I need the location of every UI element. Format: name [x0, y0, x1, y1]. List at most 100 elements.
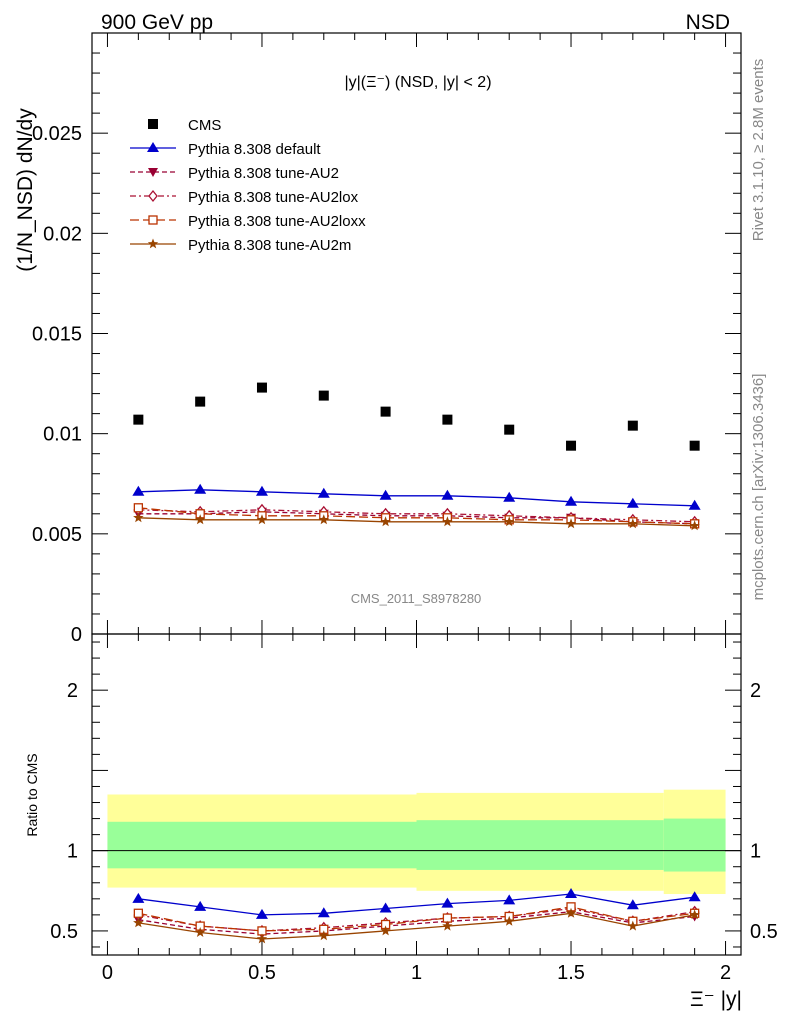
legend-label: Pythia 8.308 default: [188, 141, 321, 158]
data-point-default: [194, 483, 207, 494]
data-point-default: [255, 485, 268, 496]
legend-item-au2loxx: Pythia 8.308 tune-AU2loxx: [130, 213, 366, 230]
series-line-default: [138, 489, 695, 507]
ratio-point-au2m: [380, 925, 391, 936]
data-point-au2m: [380, 516, 391, 527]
data-point-default: [626, 497, 639, 508]
data-point-cms: [133, 414, 144, 425]
inner-band-segment: [663, 818, 726, 872]
legend-item-au2: Pythia 8.308 tune-AU2: [130, 165, 339, 182]
ratio-point-default: [255, 908, 268, 919]
main-y-axis-label: (1/N_NSD) dN/dy: [14, 108, 37, 272]
legend-marker: [148, 168, 158, 177]
header-left-label: 900 GeV pp: [101, 11, 213, 34]
ratio-point-default: [565, 888, 578, 899]
ratio-line-au2m: [138, 912, 695, 940]
data-point-default: [317, 487, 330, 498]
data-point-au2m: [504, 516, 515, 527]
data-point-cms: [442, 414, 453, 425]
data-point-au2loxx: [133, 503, 144, 513]
legend: CMS Pythia 8.308 default Pythia 8.308 tune…: [130, 117, 366, 254]
y-tick-label: 0.01: [43, 424, 82, 446]
data-point-default: [441, 489, 454, 500]
mcplots-label: mcplots.cern.ch [arXiv:1306.3436]: [750, 374, 767, 601]
series-cms: [133, 382, 700, 451]
inner-band-segment: [416, 820, 664, 870]
legend-label: Pythia 8.308 tune-AU2loxx: [188, 213, 366, 230]
ratio-ticks: 0 0.5 1 1.5 2 0.5 0.5 1 1 2 2: [50, 634, 778, 984]
data-point-au2m: [689, 520, 700, 531]
ratio-y-tick-label-right: 2: [750, 680, 761, 702]
data-point-cms: [195, 396, 206, 407]
ratio-point-au2m: [318, 930, 329, 941]
series-line-au2m: [138, 517, 695, 527]
legend-label: CMS: [188, 117, 221, 134]
analysis-watermark: CMS_2011_S8978280: [351, 591, 482, 606]
series-line-au2loxx: [138, 507, 695, 525]
data-point-cms: [566, 440, 577, 451]
y-tick-label: 0: [71, 624, 82, 646]
legend-marker: [147, 238, 159, 249]
ratio-y-tick-label-right: 1: [750, 841, 761, 863]
data-point-default: [688, 499, 701, 510]
x-tick-label: 0: [102, 962, 113, 984]
ratio-line-au2loxx: [138, 906, 695, 932]
ratio-point-default: [626, 899, 639, 910]
y-tick-label: 0.025: [32, 123, 82, 145]
legend-label: Pythia 8.308 tune-AU2lox: [188, 189, 359, 206]
legend-item-default: Pythia 8.308 default: [130, 141, 321, 158]
data-point-default: [132, 485, 145, 496]
ratio-y-tick-label: 0.5: [50, 921, 78, 943]
data-point-cms: [256, 382, 267, 393]
main-y-ticks: 0 0.005 0.01 0.015 0.02 0.025: [32, 33, 741, 646]
ratio-y-tick-label-right: 0.5: [750, 921, 778, 943]
series-au2m: [133, 512, 700, 531]
header-right-label: NSD: [686, 11, 730, 34]
ratio-point-default: [194, 900, 207, 911]
x-tick-label: 1.5: [557, 962, 585, 984]
ratio-line-default: [138, 893, 695, 916]
x-tick-label: 0.5: [248, 962, 276, 984]
ratio-series-default: [132, 888, 701, 919]
series-default: [132, 483, 701, 510]
data-point-au2m: [627, 518, 639, 529]
data-point-default: [503, 491, 516, 502]
ratio-point-au2m: [504, 915, 515, 926]
data-point-cms: [380, 406, 391, 417]
ratio-point-au2m: [194, 927, 206, 937]
legend-label: Pythia 8.308 tune-AU2m: [188, 237, 351, 254]
inner-band-segment: [107, 821, 417, 869]
ratio-point-au2m: [256, 933, 268, 944]
legend-label: Pythia 8.308 tune-AU2: [188, 165, 339, 182]
ratio-point-default: [503, 894, 516, 905]
ratio-series-group: [132, 888, 701, 944]
data-point-default: [379, 489, 392, 500]
main-series-group: [132, 382, 701, 531]
rivet-version-label: Rivet 3.1.10, ≥ 2.8M events: [750, 59, 767, 242]
series-line-au2: [138, 511, 695, 525]
ratio-point-default: [441, 897, 454, 908]
ratio-point-default: [688, 891, 701, 902]
legend-item-cms: CMS: [148, 117, 221, 134]
data-point-au2m: [318, 514, 329, 525]
data-point-cms: [318, 390, 329, 401]
legend-item-au2m: Pythia 8.308 tune-AU2m: [130, 237, 351, 254]
x-tick-label: 2: [720, 962, 731, 984]
legend-marker: [148, 215, 158, 225]
ratio-line-au2: [138, 911, 695, 935]
ratio-y-tick-label: 2: [67, 680, 78, 702]
ratio-point-default: [132, 892, 145, 903]
data-point-au2m: [133, 512, 144, 523]
x-axis-label: Ξ⁻ |y|: [690, 988, 742, 1011]
data-point-au2m: [256, 514, 268, 525]
data-point-cms: [504, 424, 515, 435]
legend-marker: [148, 189, 158, 203]
legend-item-au2lox: Pythia 8.308 tune-AU2lox: [130, 189, 359, 206]
main-plot-title: |y|(Ξ⁻) (NSD, |y| < 2): [344, 74, 491, 91]
legend-marker: [147, 142, 159, 152]
ratio-y-tick-label: 1: [67, 841, 78, 863]
ratio-point-au2m: [133, 917, 144, 928]
ratio-series-au2m: [133, 907, 700, 944]
y-tick-label: 0.015: [32, 324, 82, 346]
